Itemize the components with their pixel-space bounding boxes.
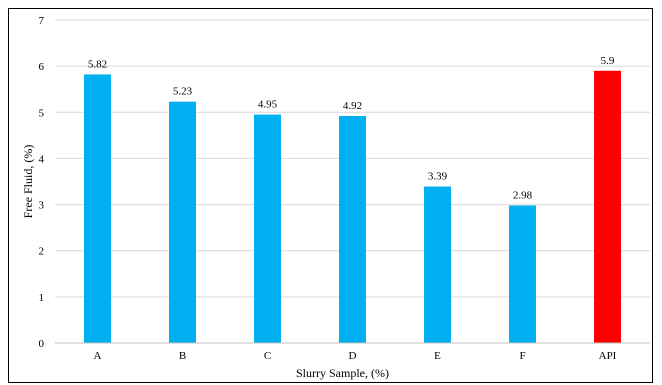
x-tick-label: E <box>434 350 441 362</box>
x-tick-label: API <box>599 350 617 362</box>
y-tick-label: 1 <box>39 292 45 304</box>
data-label-b: 5.23 <box>173 86 193 98</box>
chart-frame <box>8 8 653 383</box>
bar-e <box>424 186 451 343</box>
bar-f <box>509 205 536 343</box>
bar-a <box>84 74 111 343</box>
x-tick-label: C <box>264 350 271 362</box>
x-axis-title: Slurry Sample, (%) <box>296 366 389 380</box>
y-tick-label: 0 <box>39 338 45 350</box>
data-label-api: 5.9 <box>601 55 615 67</box>
data-label-d: 4.92 <box>343 100 362 112</box>
x-tick-label: A <box>94 350 102 362</box>
bars <box>84 70 621 344</box>
data-label-c: 4.95 <box>258 99 278 111</box>
y-tick-labels: 0 1 2 3 4 5 6 7 <box>39 15 45 350</box>
y-tick-label: 7 <box>39 15 45 27</box>
bar-c <box>254 114 281 343</box>
y-axis-title: Free Fluid, (%) <box>21 145 35 219</box>
x-tick-label: D <box>349 350 357 362</box>
bar-d <box>339 115 366 343</box>
y-tick-label: 3 <box>39 200 45 212</box>
data-label-a: 5.82 <box>88 58 107 70</box>
y-tick-label: 5 <box>39 107 45 119</box>
data-label-f: 2.98 <box>513 189 533 201</box>
y-tick-label: 6 <box>39 61 45 73</box>
data-label-e: 3.39 <box>428 171 448 183</box>
x-tick-labels: A B C D E F API <box>94 350 617 362</box>
data-labels: 5.82 5.23 4.95 4.92 3.39 2.98 5.9 <box>88 55 615 202</box>
gridlines <box>55 19 650 298</box>
x-tick-label: B <box>179 350 186 362</box>
bar-api <box>594 70 621 343</box>
x-tick-label: F <box>519 350 525 362</box>
y-tick-label: 2 <box>39 246 45 258</box>
bar-b <box>169 101 196 344</box>
y-tick-label: 4 <box>39 153 45 165</box>
